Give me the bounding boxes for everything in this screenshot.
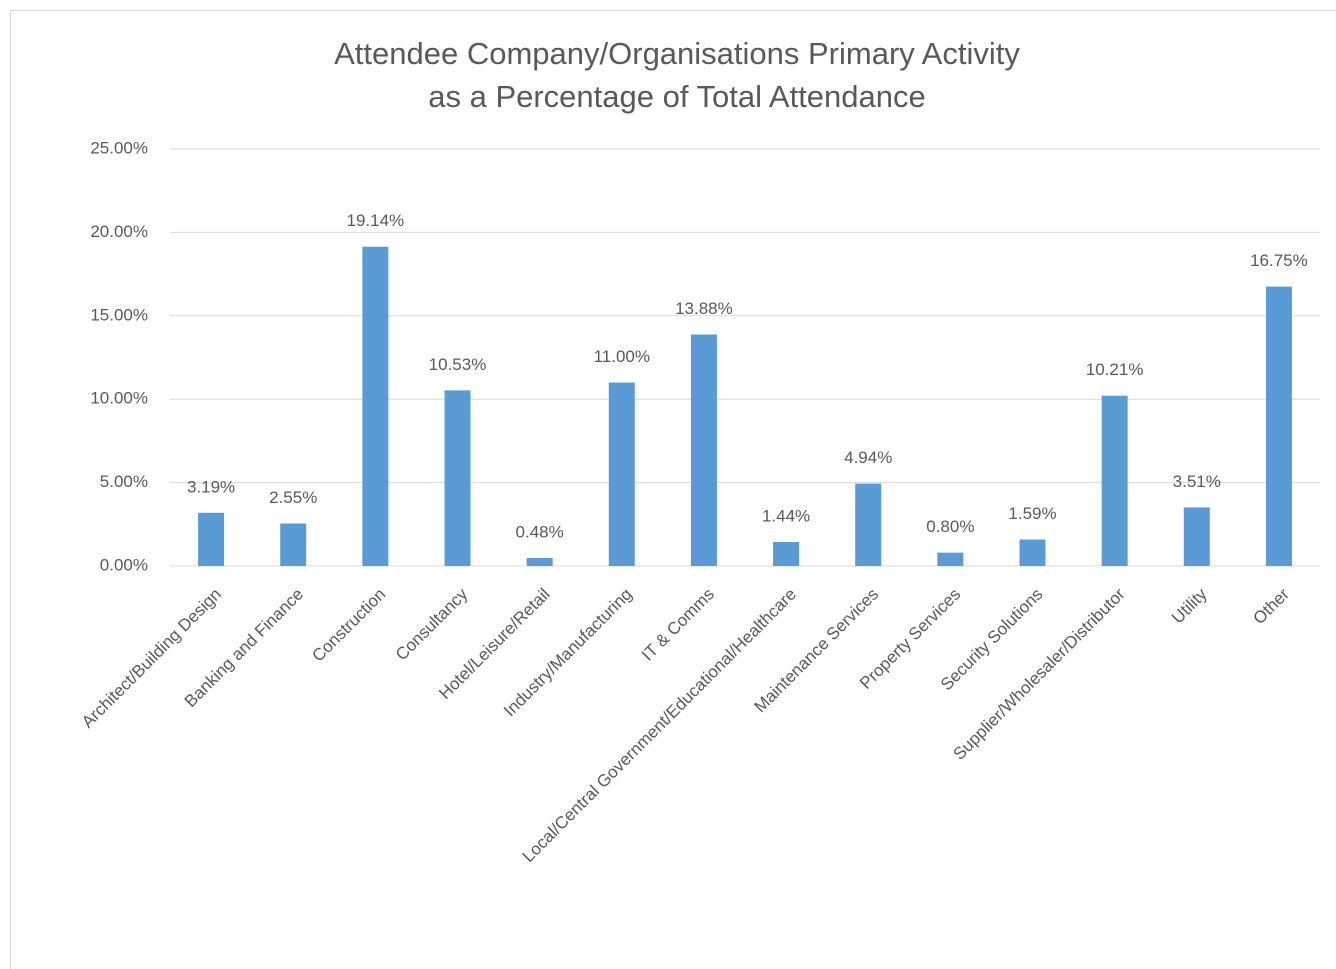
value-label: 10.53% (429, 355, 487, 374)
bar (444, 390, 471, 566)
value-label: 1.44% (762, 506, 810, 525)
y-tick-label: 15.00% (90, 305, 148, 324)
y-tick-label: 5.00% (100, 472, 148, 491)
bar (773, 541, 800, 566)
bar (198, 512, 225, 566)
value-label: 2.55% (269, 488, 317, 507)
bar (1101, 395, 1128, 566)
y-tick-label: 20.00% (90, 222, 148, 241)
value-label: 0.48% (516, 522, 564, 541)
value-label: 10.21% (1086, 360, 1144, 379)
chart-title: as a Percentage of Total Attendance (428, 79, 926, 114)
y-tick-label: 10.00% (90, 389, 148, 408)
bar (937, 552, 964, 566)
bar (608, 382, 635, 566)
bar (1019, 539, 1046, 566)
bar (362, 246, 389, 566)
value-label: 0.80% (926, 517, 974, 536)
value-label: 4.94% (844, 448, 892, 467)
bar (1265, 286, 1292, 566)
bar (855, 483, 882, 566)
value-label: 16.75% (1250, 251, 1308, 270)
chart-title: Attendee Company/Organisations Primary A… (334, 36, 1020, 71)
value-label: 19.14% (347, 211, 405, 230)
value-label: 13.88% (675, 299, 733, 318)
value-label: 11.00% (594, 347, 650, 366)
bar (1183, 507, 1210, 566)
value-label: 3.19% (187, 477, 235, 496)
value-label: 3.51% (1173, 472, 1221, 491)
y-tick-label: 0.00% (100, 555, 148, 574)
value-label: 1.59% (1008, 504, 1056, 523)
bar (690, 334, 717, 566)
bar (526, 557, 553, 566)
bar (280, 523, 307, 566)
y-tick-label: 25.00% (90, 138, 148, 157)
